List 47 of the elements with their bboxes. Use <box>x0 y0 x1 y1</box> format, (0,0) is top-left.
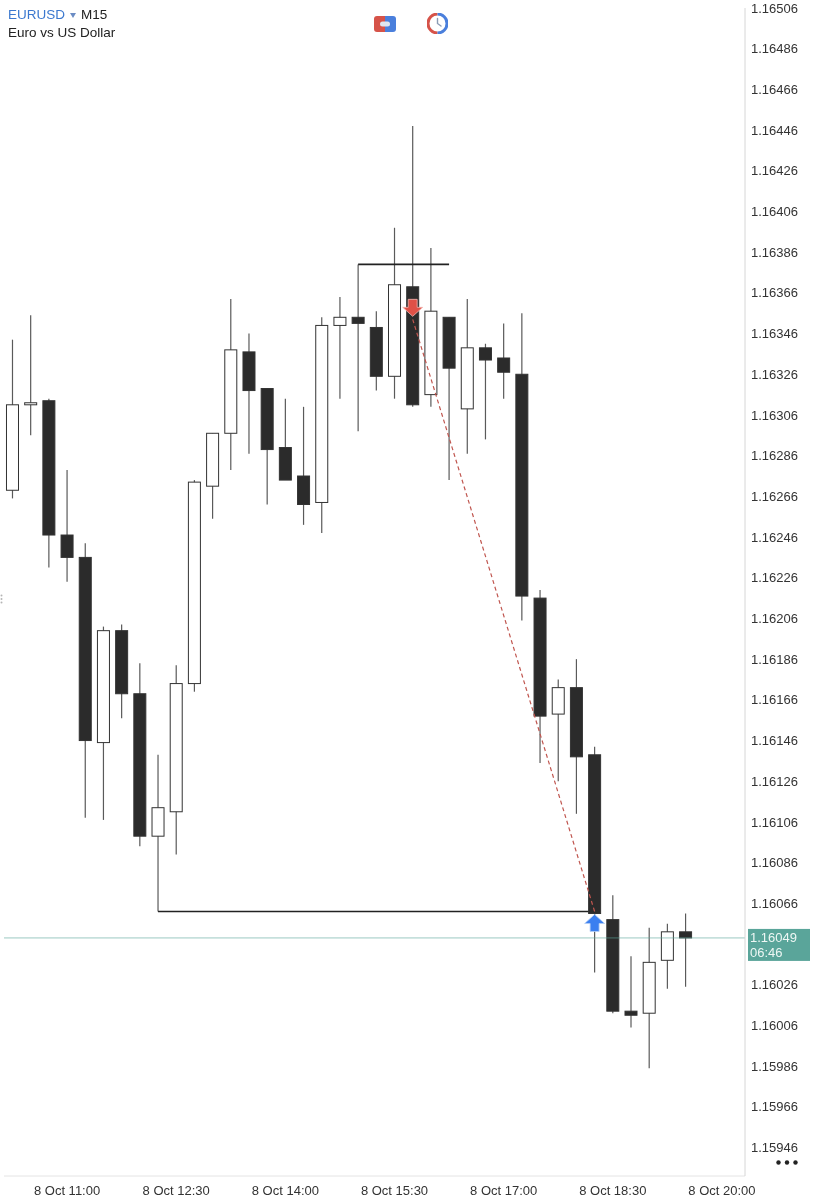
x-tick-label: 8 Oct 17:00 <box>470 1183 538 1199</box>
y-tick-label: 1.16386 <box>751 244 798 260</box>
y-tick-label: 1.16026 <box>751 977 798 993</box>
chart-title: EURUSD <box>8 6 66 24</box>
y-tick-label: 1.16406 <box>751 204 798 220</box>
candlestick <box>478 343 492 440</box>
y-tick-label: 1.16206 <box>751 611 798 627</box>
y-tick-label: 1.16066 <box>751 895 798 911</box>
candlestick <box>24 314 38 436</box>
y-tick-label: 1.16286 <box>751 448 798 464</box>
candlestick <box>679 912 693 988</box>
y-tick-label: 1.16326 <box>751 366 798 382</box>
y-tick-label: 1.16366 <box>751 285 798 301</box>
y-tick-label: 1.16006 <box>751 1018 798 1034</box>
y-tick-label: 1.15986 <box>751 1058 798 1074</box>
y-tick-label: 1.16246 <box>751 529 798 545</box>
annotation: M15 <box>81 6 108 24</box>
text: 06:46 <box>750 944 783 960</box>
y-tick-label: 1.15966 <box>751 1099 798 1115</box>
y-tick-label: 1.16186 <box>751 651 798 667</box>
y-tick-label: 1.16226 <box>751 570 798 586</box>
y-tick-label: 1.16266 <box>751 488 798 504</box>
x-tick-label: 8 Oct 12:30 <box>142 1183 210 1199</box>
y-tick-label: 1.16166 <box>751 692 798 708</box>
ref-line-label: 1.16049 <box>750 930 797 946</box>
x-tick-label: 8 Oct 18:30 <box>579 1183 647 1199</box>
y-tick-label: 1.16486 <box>751 41 798 57</box>
y-tick-label: 1.16346 <box>751 326 798 342</box>
candlestick <box>60 469 74 583</box>
y-tick-label: 1.16106 <box>751 814 798 830</box>
x-tick-label: 8 Oct 15:30 <box>360 1183 429 1199</box>
y-tick-label: 1.16146 <box>751 733 798 749</box>
y-tick-label: 1.16126 <box>751 773 798 789</box>
candlestick <box>497 322 511 400</box>
y-tick-label: 1.16306 <box>751 407 798 423</box>
y-tick-label: 1.16446 <box>751 122 798 138</box>
x-tick-label: 8 Oct 11:00 <box>33 1183 101 1199</box>
y-tick-label: 1.16086 <box>751 855 798 871</box>
x-tick-label: 8 Oct 20:00 <box>688 1183 756 1199</box>
candlestick <box>333 296 347 400</box>
y-tick-label: 1.16426 <box>751 163 798 179</box>
y-tick-label: 1.16506 <box>751 0 798 16</box>
text: Euro vs US Dollar <box>8 24 116 42</box>
y-tick-label: 1.15946 <box>751 1140 798 1156</box>
x-tick-label: 8 Oct 14:00 <box>251 1183 319 1199</box>
y-tick-label: 1.16466 <box>751 82 798 98</box>
candlestick <box>624 955 638 1029</box>
